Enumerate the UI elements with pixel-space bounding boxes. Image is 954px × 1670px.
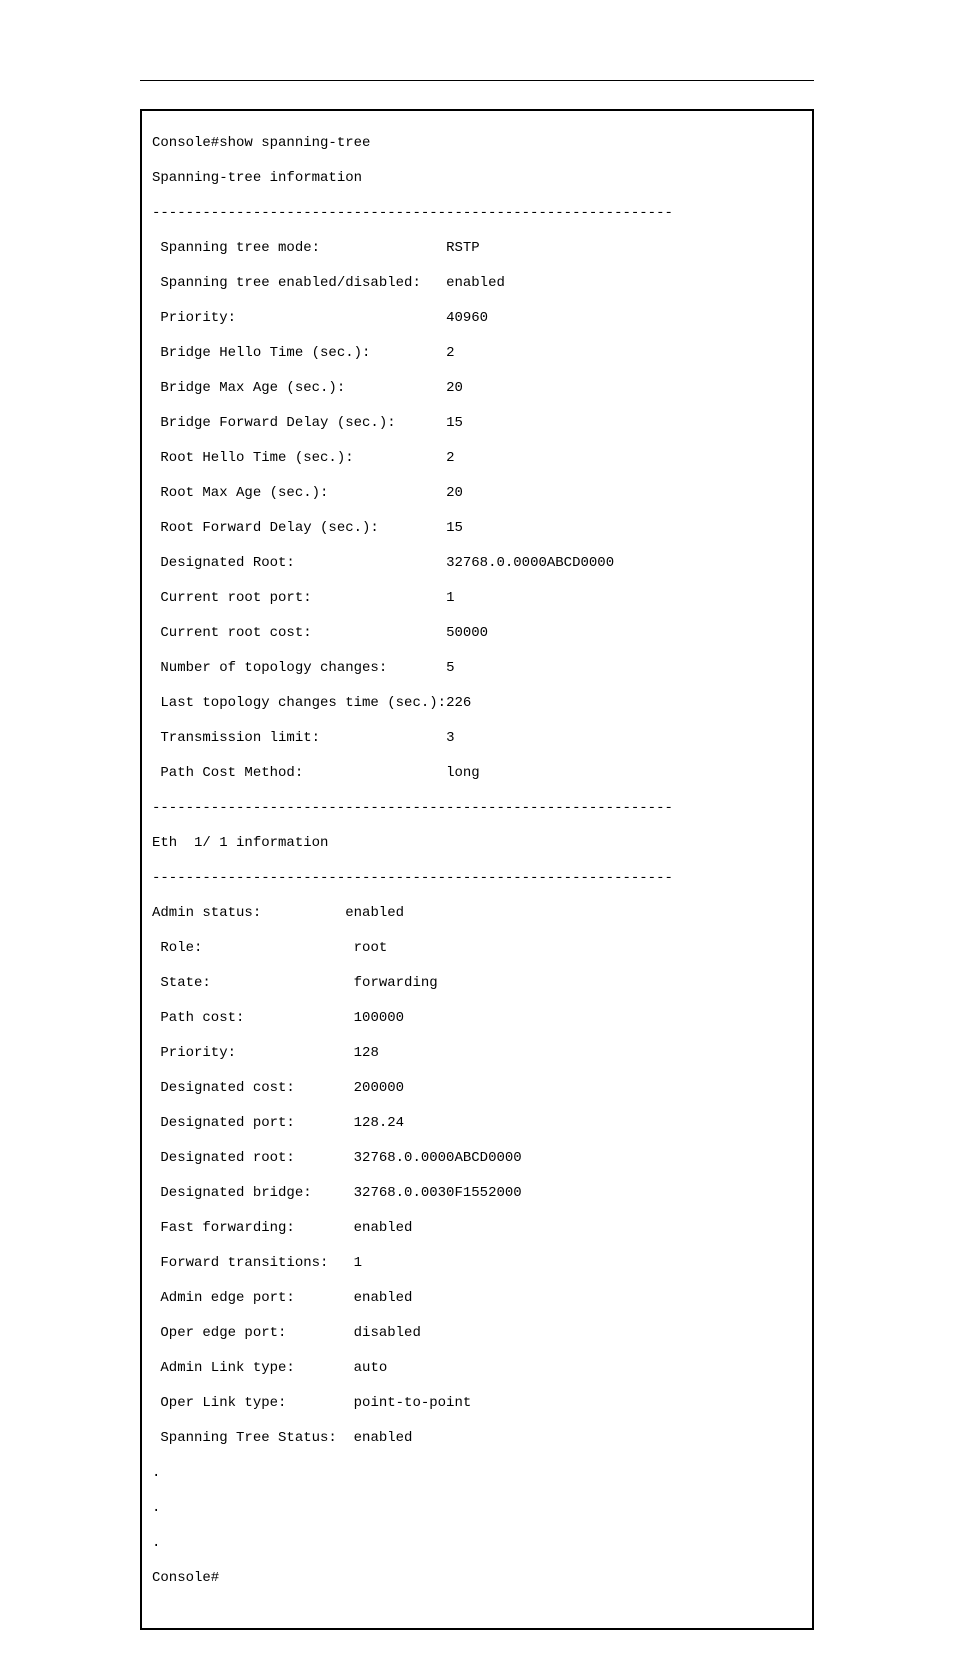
field-label: Spanning tree enabled/disabled:	[152, 275, 446, 291]
prompt: Console#	[152, 1570, 219, 1586]
field-label: Priority:	[152, 310, 446, 326]
field-label: Path Cost Method:	[152, 765, 446, 781]
field-value: 20	[446, 485, 463, 501]
divider: ----------------------------------------…	[152, 870, 673, 886]
field-value: enabled	[354, 1220, 413, 1236]
field-label: Designated port:	[152, 1115, 354, 1131]
divider: ----------------------------------------…	[152, 800, 673, 816]
field-value: 3	[446, 730, 454, 746]
field-label: Spanning tree mode:	[152, 240, 446, 256]
field-label: Root Forward Delay (sec.):	[152, 520, 446, 536]
field-value: enabled	[446, 275, 505, 291]
field-value: 128	[354, 1045, 379, 1061]
field-value: point-to-point	[354, 1395, 472, 1411]
field-label: Designated root:	[152, 1150, 354, 1166]
field-value: 32768.0.0000ABCD0000	[446, 555, 614, 571]
field-value: root	[354, 940, 388, 956]
field-value: 200000	[354, 1080, 404, 1096]
field-value: 50000	[446, 625, 488, 641]
field-label: Designated bridge:	[152, 1185, 354, 1201]
field-value: auto	[354, 1360, 388, 1376]
field-label: Number of topology changes:	[152, 660, 446, 676]
field-value: 2	[446, 345, 454, 361]
field-label: Current root cost:	[152, 625, 446, 641]
field-value: 2	[446, 450, 454, 466]
ellipsis-dot: .	[152, 1465, 160, 1481]
field-value: 40960	[446, 310, 488, 326]
field-label: Admin status:	[152, 905, 345, 921]
field-label: Admin Link type:	[152, 1360, 354, 1376]
field-value: RSTP	[446, 240, 480, 256]
divider: ----------------------------------------…	[152, 205, 673, 221]
field-value: 20	[446, 380, 463, 396]
command-line: Console#show spanning-tree	[152, 135, 370, 151]
ellipsis-dot: .	[152, 1500, 160, 1516]
field-label: Bridge Max Age (sec.):	[152, 380, 446, 396]
field-label: State:	[152, 975, 354, 991]
field-label: Role:	[152, 940, 354, 956]
field-value: enabled	[354, 1430, 413, 1446]
field-value: 32768.0.0000ABCD0000	[354, 1150, 522, 1166]
section-title: Spanning-tree information	[152, 170, 362, 186]
field-label: Admin edge port:	[152, 1290, 354, 1306]
field-label: Oper edge port:	[152, 1325, 354, 1341]
field-label: Oper Link type:	[152, 1395, 354, 1411]
field-label: Fast forwarding:	[152, 1220, 354, 1236]
field-value: forwarding	[354, 975, 438, 991]
field-value: 100000	[354, 1010, 404, 1026]
field-label: Forward transitions:	[152, 1255, 354, 1271]
header-rule	[140, 80, 814, 81]
field-label: Transmission limit:	[152, 730, 446, 746]
field-label: Priority:	[152, 1045, 354, 1061]
field-value: 15	[446, 415, 463, 431]
field-value: 226	[446, 695, 471, 711]
field-label: Bridge Forward Delay (sec.):	[152, 415, 446, 431]
ellipsis-dot: .	[152, 1535, 160, 1551]
field-value: long	[446, 765, 480, 781]
field-label: Root Max Age (sec.):	[152, 485, 446, 501]
field-value: 128.24	[354, 1115, 404, 1131]
field-label: Root Hello Time (sec.):	[152, 450, 446, 466]
field-value: disabled	[354, 1325, 421, 1341]
field-label: Designated Root:	[152, 555, 446, 571]
field-value: enabled	[345, 905, 404, 921]
field-label: Spanning Tree Status:	[152, 1430, 354, 1446]
field-value: 5	[446, 660, 454, 676]
field-label: Bridge Hello Time (sec.):	[152, 345, 446, 361]
field-label: Path cost:	[152, 1010, 354, 1026]
field-value: 32768.0.0030F1552000	[354, 1185, 522, 1201]
field-value: enabled	[354, 1290, 413, 1306]
field-value: 1	[446, 590, 454, 606]
field-label: Designated cost:	[152, 1080, 354, 1096]
field-value: 15	[446, 520, 463, 536]
field-value: 1	[354, 1255, 362, 1271]
section-title: Eth 1/ 1 information	[152, 835, 328, 851]
field-label: Last topology changes time (sec.):	[152, 695, 446, 711]
terminal-output: Console#show spanning-tree Spanning-tree…	[140, 109, 814, 1630]
field-label: Current root port:	[152, 590, 446, 606]
